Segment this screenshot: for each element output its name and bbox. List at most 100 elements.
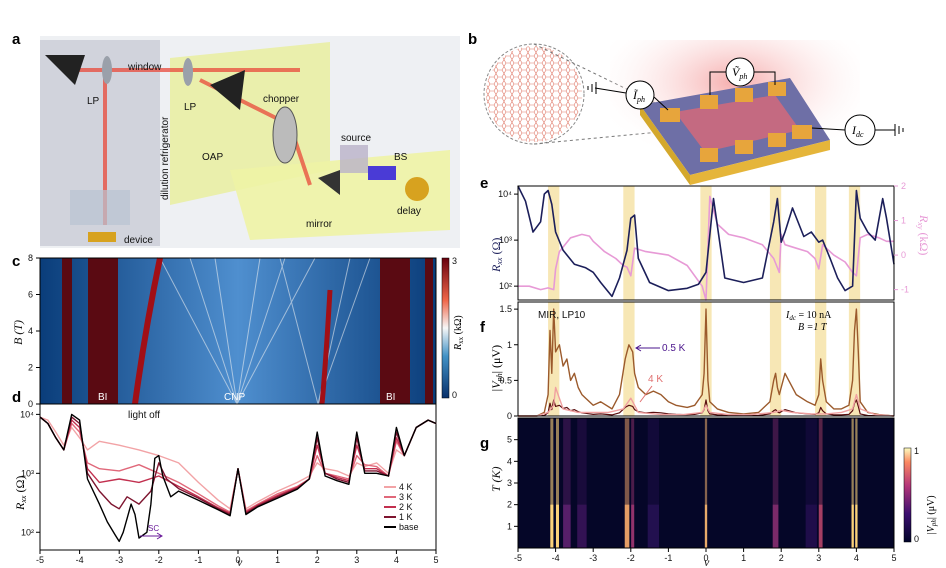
g-xtick-label: 5	[891, 553, 896, 563]
g-stripe-lowT	[631, 504, 635, 548]
panel-g: g 1 2 3 4 5 -5 -4 -3 -2 -1 0 1 2 3 4 5 T (K) ν 1 0 |Vp…	[480, 417, 938, 568]
e-ytick-right-label: 2	[901, 181, 906, 191]
c-ylabel: B (T)	[11, 320, 25, 345]
idc-lead	[811, 127, 846, 131]
g-colorbar-tick-min: 0	[914, 534, 919, 544]
contact-pad	[735, 88, 753, 102]
f-pointer-4k	[639, 385, 653, 403]
g-stripe	[577, 418, 587, 548]
c-colorbar-tick-min: 0	[452, 390, 457, 400]
iph-lead-right	[653, 96, 669, 111]
contact-pad	[660, 108, 680, 122]
d-xtick-label: 3	[354, 555, 359, 565]
panel-letter-c: c	[12, 253, 20, 270]
d-ytick-label: 10³	[21, 468, 34, 478]
d-legend-label: 1 K	[399, 512, 413, 522]
d-legend-label: 3 K	[399, 492, 413, 502]
label-mirror: mirror	[306, 219, 333, 230]
d-sc-arrow	[140, 532, 163, 540]
c-colorbar-tick-max: 3	[452, 256, 457, 266]
d-xtick-label: 1	[275, 555, 280, 565]
heatmap-ridge	[132, 257, 163, 405]
g-xtick-label: 1	[741, 553, 746, 563]
d-xticks: -5 -4 -3 -2 -1 0 1 2 3 4 5	[36, 550, 439, 565]
d-lines	[39, 413, 437, 543]
f-ytick-label: 1	[507, 340, 512, 350]
d-series-line	[39, 413, 437, 543]
g-ylabel: T (K)	[489, 467, 503, 492]
ground-symbol-left	[587, 82, 597, 94]
panel-letter-d: d	[12, 389, 21, 406]
d-frame	[39, 403, 437, 551]
contact-pad	[792, 125, 812, 139]
delay-stage	[405, 177, 429, 201]
highlight-band	[769, 186, 782, 300]
lp-lens-right	[183, 58, 193, 86]
panel-letter-g: g	[480, 435, 489, 452]
hallbar-channel	[675, 95, 800, 152]
f-ytick-label: 1.5	[499, 304, 512, 314]
c-ytick-label: 6	[28, 290, 33, 300]
d-xtick-label: 4	[394, 555, 399, 565]
f-arrow-05k-head	[635, 344, 642, 352]
c-colorbar-label: Rxx (kΩ)	[453, 315, 465, 351]
chopper-wheel	[272, 106, 298, 164]
c-ytick-label: 8	[28, 253, 33, 263]
iph-lead	[594, 87, 627, 94]
f-series-4k-line	[518, 386, 895, 417]
highlight-band	[815, 186, 827, 300]
d-xtick-label: 5	[433, 555, 438, 565]
label-window: window	[127, 62, 162, 73]
g-stripe-lowT	[647, 504, 659, 548]
g-stripe-lowT	[805, 504, 817, 548]
d-xtick-label: -5	[36, 555, 44, 565]
source-box	[340, 145, 368, 173]
panel-b: b Ĩph Ṽph Idc	[468, 31, 904, 185]
g-colorbar	[903, 447, 912, 543]
mirror-element	[318, 170, 340, 195]
e-ytick-right-label: -1	[901, 285, 909, 295]
e-frame	[517, 185, 895, 301]
label-bi-left: BI	[98, 392, 107, 403]
g-stripe-lowT	[704, 504, 708, 548]
contact-pad	[700, 95, 718, 109]
g-ytick-label: 2	[507, 500, 512, 510]
highlight-band	[700, 186, 712, 300]
substrate-side-left	[640, 105, 690, 185]
c-colorbar	[441, 257, 450, 399]
band-bi-right	[380, 258, 410, 404]
d-ytick-label: 10⁴	[20, 409, 34, 419]
g-xtick-label: -3	[589, 553, 597, 563]
f-label-05k: 0.5 K	[662, 343, 686, 354]
panel-letter-f: f	[480, 319, 486, 336]
e-ytick-left-label: 10³	[499, 235, 512, 245]
e-yticks-left: 10² 10³ 10⁴	[498, 189, 518, 291]
e-rxx-line	[517, 185, 895, 298]
e-ylabel-right: Rxy (kΩ)	[916, 214, 931, 255]
e-ylabel-left: Rxx (Ω)	[489, 238, 504, 273]
d-annotation-light-off: light off	[128, 410, 160, 421]
c-yticks: 0 2 4 6 8	[28, 253, 40, 409]
c-ytick-label: 0	[28, 399, 33, 409]
iph-meter	[625, 80, 655, 110]
f-label-4k: 4 K	[648, 374, 663, 385]
band-bi-left	[88, 258, 118, 404]
panel-letter-e: e	[480, 175, 488, 192]
d-xtick-label: 2	[315, 555, 320, 565]
label-delay: delay	[397, 206, 421, 217]
contacts	[660, 82, 812, 162]
highlight-band	[548, 186, 560, 300]
oap-mirror	[210, 70, 245, 110]
g-stripe	[805, 418, 817, 548]
lp-lens-left	[102, 56, 112, 84]
g-stripe	[555, 418, 559, 548]
highlight-band	[623, 186, 635, 300]
d-ytick-label: 10²	[21, 527, 34, 537]
parabolic-mirror-left	[45, 55, 85, 85]
panel-letter-a: a	[12, 31, 21, 48]
device-chip	[88, 232, 116, 242]
g-yticks: 1 2 3 4 5	[507, 435, 518, 531]
label-bi-right: BI	[386, 392, 395, 403]
